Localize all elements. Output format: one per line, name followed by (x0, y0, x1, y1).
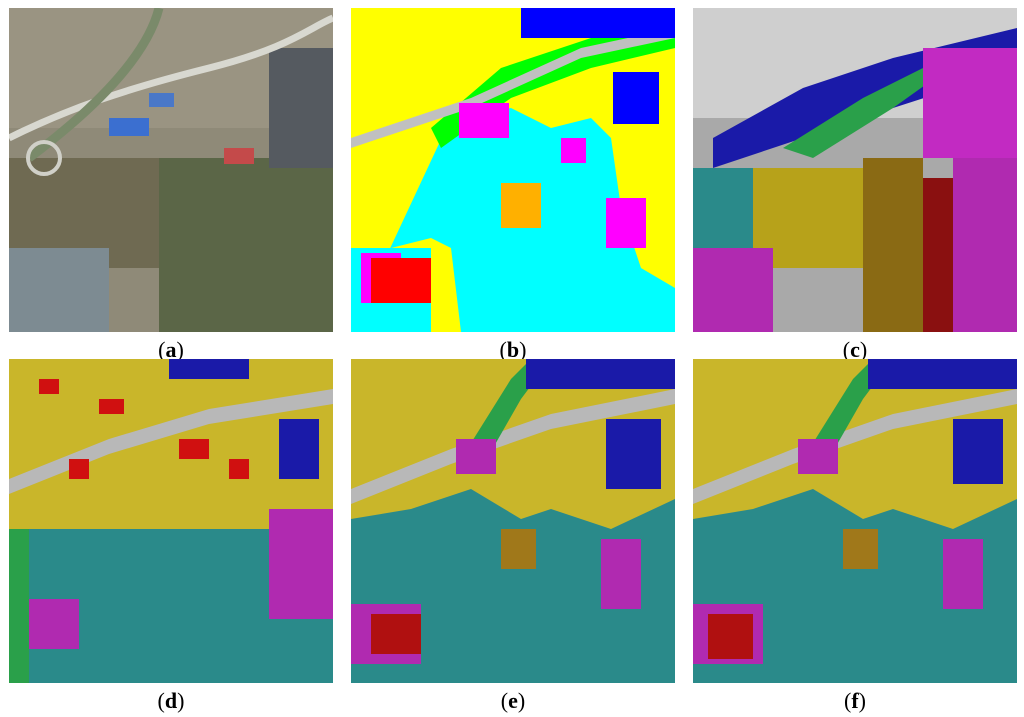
caption-c-open: ( (842, 337, 851, 362)
overlay-image-e (351, 359, 675, 683)
caption-a-open: ( (158, 337, 166, 362)
caption-d-open: ( (157, 688, 165, 713)
caption-b-letter: b (506, 337, 520, 362)
caption-f-open: ( (844, 688, 852, 713)
caption-d-letter: d (164, 688, 178, 713)
overlay-image-d (9, 359, 333, 683)
caption-b: (b) (351, 337, 675, 363)
caption-b-close: ) (519, 337, 527, 362)
satellite-image (9, 8, 333, 332)
classification-map (351, 8, 675, 332)
caption-a: (a) (9, 337, 333, 363)
caption-f-letter: f (851, 688, 859, 713)
caption-c: (c) (693, 337, 1017, 363)
caption-a-letter: a (165, 337, 177, 362)
panel-f-overlay (693, 359, 1017, 683)
panel-e-overlay (351, 359, 675, 683)
overlay-image-c (693, 8, 1017, 332)
panel-c-overlay (693, 8, 1017, 332)
caption-c-letter: c (850, 337, 860, 362)
caption-e: (e) (351, 688, 675, 714)
caption-b-open: ( (499, 337, 507, 362)
caption-a-close: ) (176, 337, 184, 362)
caption-d-close: ) (177, 688, 185, 713)
caption-f-close: ) (858, 688, 866, 713)
panel-b-label-map (351, 8, 675, 332)
panel-d-overlay (9, 359, 333, 683)
caption-e-open: ( (500, 688, 509, 713)
caption-e-letter: e (508, 688, 518, 713)
caption-c-close: ) (859, 337, 868, 362)
caption-e-close: ) (517, 688, 526, 713)
caption-f: (f) (693, 688, 1017, 714)
overlay-image-f (693, 359, 1017, 683)
panel-a-satellite-image (9, 8, 333, 332)
caption-d: (d) (9, 688, 333, 714)
